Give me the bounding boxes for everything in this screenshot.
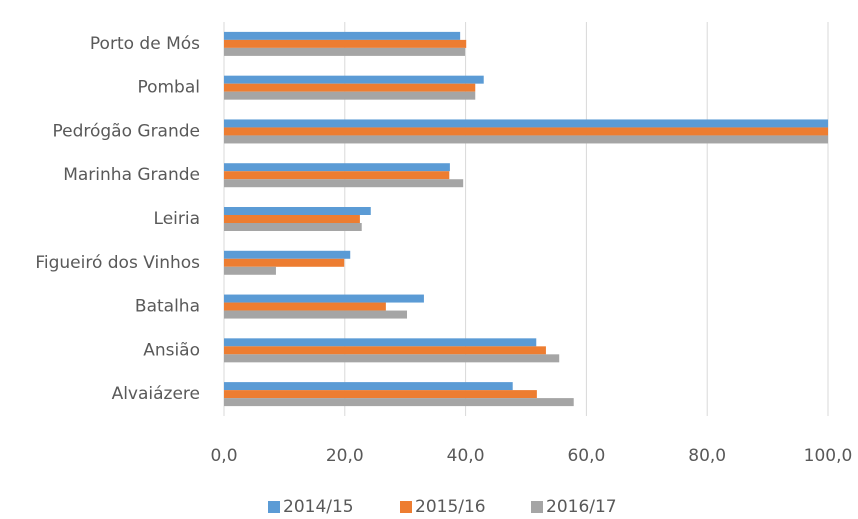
bar [224,398,574,407]
legend-label: 2016/17 [546,497,617,515]
legend-swatch [400,501,412,513]
x-tick-label: 40,0 [447,446,485,466]
x-tick-label: 100,0 [804,446,853,466]
y-tick-label: Batalha [135,297,200,317]
bar [224,302,386,311]
y-tick-label: Figueiró dos Vinhos [35,253,200,273]
bar [224,382,513,391]
y-tick-label: Porto de Mós [90,34,200,54]
bar [224,119,828,128]
bar [224,215,360,223]
bar [224,83,476,92]
bar [224,258,345,267]
bar [224,390,537,399]
bar [224,179,464,188]
bar [224,135,828,144]
bar [224,39,467,48]
x-tick-label: 20,0 [326,446,364,466]
y-tick-label: Ansião [143,340,200,360]
legend-label: 2015/16 [415,497,486,515]
bar [224,47,465,56]
bar [224,266,276,275]
legend-swatch [531,501,543,513]
y-tick-label: Marinha Grande [63,165,200,185]
bar [224,310,408,319]
x-tick-label: 80,0 [688,446,726,466]
bar [224,171,450,180]
bar [224,207,371,215]
y-tick-label: Pedrógão Grande [52,121,200,141]
x-tick-label: 0,0 [210,446,237,466]
bar [224,127,828,136]
legend-swatch [268,501,280,513]
bar [224,91,476,100]
x-tick-label: 60,0 [567,446,605,466]
bar [224,346,546,355]
bar [224,31,461,40]
bar [224,354,560,363]
bar [224,223,362,231]
legend-label: 2014/15 [283,497,354,515]
bar [224,75,484,84]
bar [224,250,351,259]
y-tick-label: Alvaiázere [112,384,200,404]
bar [224,163,450,172]
bar [224,338,537,347]
y-tick-label: Pombal [137,78,200,98]
y-tick-label: Leiria [154,209,200,229]
bar [224,294,424,303]
